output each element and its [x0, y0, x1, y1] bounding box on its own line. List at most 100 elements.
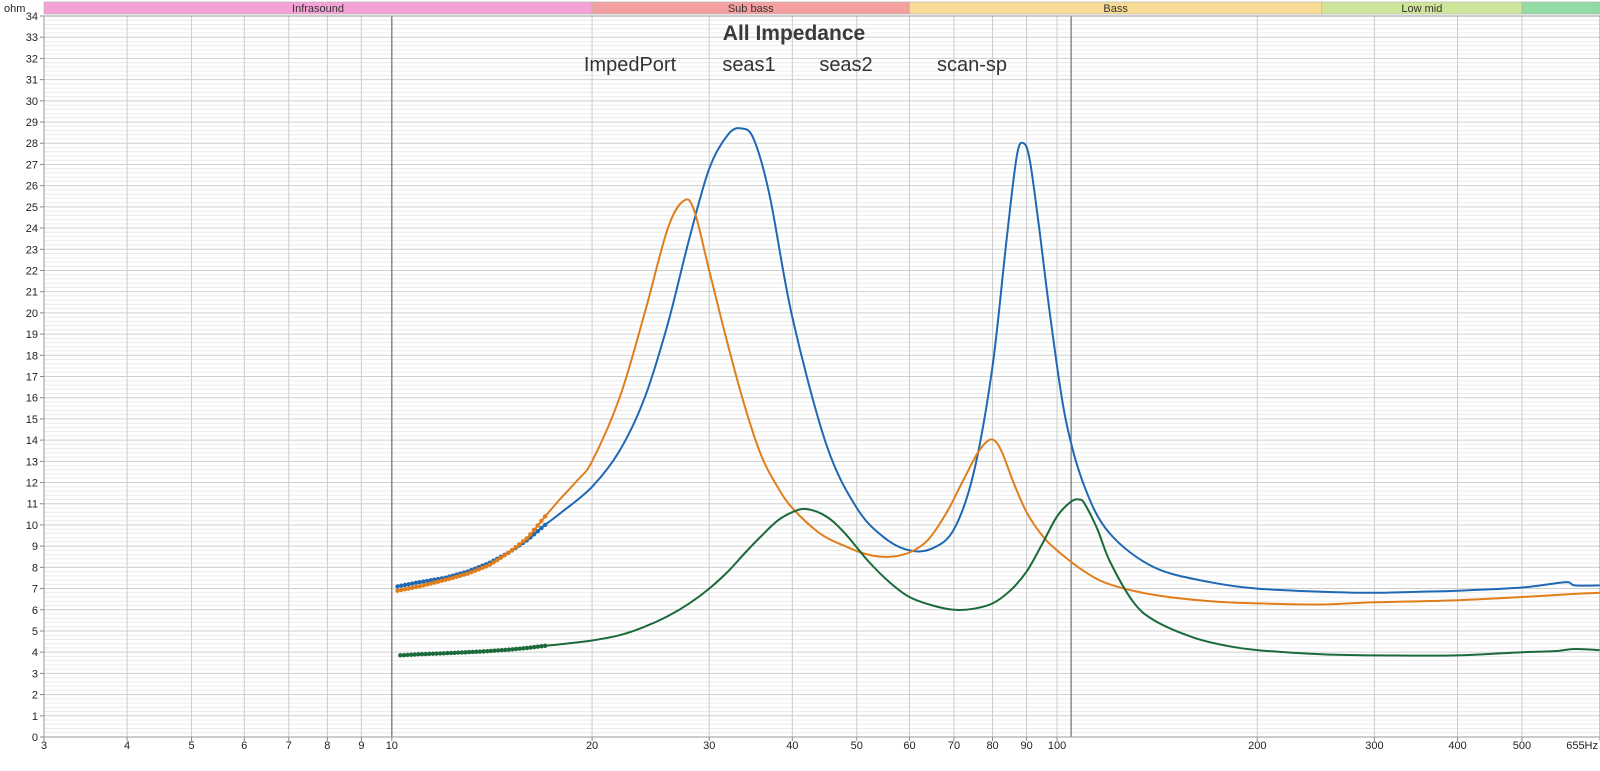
grid-lines: [43, 15, 1600, 738]
y-tick-label: 28: [26, 138, 38, 150]
band-label: Sub bass: [728, 3, 774, 15]
series-2-marker: [432, 580, 437, 585]
series-3-marker: [401, 652, 407, 658]
series-3-marker: [398, 653, 403, 658]
series-3-marker: [488, 648, 494, 654]
series-3-marker: [434, 651, 439, 656]
x-tick-label: 60: [903, 740, 915, 752]
x-tick-label: 400: [1448, 740, 1466, 752]
series-1-marker: [428, 578, 433, 583]
series-3-line: [400, 498, 1600, 657]
y-tick-label: 2: [32, 690, 38, 702]
series-1-marker: [399, 583, 404, 588]
y-tick-label: 26: [26, 181, 38, 193]
series-2-marker: [472, 568, 478, 573]
y-tick-label: 13: [26, 456, 38, 468]
y-tick-label: 20: [26, 308, 38, 320]
x-tick-label: 200: [1248, 740, 1266, 752]
y-tick-label: 34: [26, 11, 38, 23]
series-3-marker: [423, 651, 428, 657]
series-3-marker: [452, 650, 457, 655]
series-2-marker: [424, 582, 430, 587]
y-axis-ticks: 0123456789101112131415161718192021222324…: [26, 11, 44, 744]
series-2-marker: [443, 577, 448, 582]
series-3-marker: [419, 651, 425, 657]
series-3-marker: [477, 649, 483, 654]
x-axis-ticks: 3 4 5 6 7 8 9 10 20 30 40 50 60 70 80 90 100 200 300 400 500…: [41, 737, 1600, 752]
band-label: Low mid: [1401, 3, 1442, 15]
frequency-bands: Infrasound Sub bass Bass Low mid: [43, 1, 1600, 15]
series-2-marker: [542, 514, 548, 519]
series-1-marker: [542, 522, 548, 528]
series-3-marker: [466, 649, 472, 655]
x-tick-label: 50: [851, 740, 863, 752]
series-3-marker: [405, 652, 410, 658]
series-2-marker: [513, 545, 518, 550]
series-2-marker: [439, 578, 445, 583]
x-tick-label: 30: [703, 740, 715, 752]
series-2-marker: [506, 550, 511, 556]
x-tick-label: 500: [1513, 740, 1531, 752]
series-3-marker: [430, 651, 436, 656]
band-label: Infrasound: [292, 3, 344, 15]
series-1-marker: [410, 581, 415, 586]
series-2-marker: [517, 542, 522, 547]
series-2-marker: [498, 555, 504, 560]
series-2-marker: [421, 583, 426, 588]
series-2-marker: [410, 585, 415, 591]
series-1-line: [397, 127, 1600, 594]
series-2-marker: [509, 547, 515, 553]
y-tick-label: 12: [26, 478, 38, 490]
x-tick-label: 90: [1020, 740, 1032, 752]
x-tick-label: 5: [189, 740, 195, 752]
series-2-marker: [524, 536, 529, 541]
series-1-marker: [417, 579, 422, 585]
plot-frame: [43, 15, 1600, 738]
band-band-4: [1521, 1, 1600, 15]
legend-item-impedport: ImpedPort: [584, 54, 677, 76]
y-tick-label: 10: [26, 520, 38, 532]
y-tick-label: 31: [26, 75, 38, 87]
series-1-marker: [406, 582, 411, 587]
series-3-marker: [416, 652, 421, 657]
series-3-marker: [521, 646, 526, 651]
series-2-marker: [487, 562, 492, 567]
y-tick-label: 30: [26, 96, 38, 108]
series-3-marker: [517, 646, 522, 651]
series-2-marker: [539, 518, 544, 524]
series-2-marker: [417, 584, 422, 589]
series-layer: [395, 127, 1600, 658]
y-tick-label: 3: [32, 668, 38, 680]
series-1-marker: [413, 580, 419, 586]
series-3-marker: [456, 650, 461, 655]
y-tick-label: 22: [26, 265, 38, 277]
x-tick-label: 40: [786, 740, 798, 752]
y-tick-label: 19: [26, 329, 38, 341]
x-tick-label: 100: [1048, 740, 1066, 752]
series-3-marker: [412, 652, 418, 657]
x-tick-label: 10: [386, 740, 398, 752]
y-tick-label: 33: [26, 32, 38, 44]
series-1-marker: [424, 578, 430, 584]
series-3-marker: [459, 650, 465, 655]
x-tick-label: 655Hz: [1566, 740, 1598, 752]
series-2-marker: [406, 586, 411, 591]
series-2-marker: [528, 532, 533, 537]
series-2-marker: [520, 539, 526, 544]
y-tick-label: 24: [26, 223, 38, 235]
series-3-marker: [542, 643, 548, 649]
y-tick-label: 16: [26, 393, 38, 405]
cursor-lines: [391, 16, 1072, 737]
series-2-marker: [435, 579, 441, 584]
series-2-marker: [531, 527, 537, 533]
y-tick-label: 21: [26, 287, 38, 299]
series-3-marker: [474, 649, 479, 654]
series-2-marker: [450, 575, 456, 580]
series-2-marker: [491, 560, 496, 565]
series-2-marker: [413, 584, 419, 590]
y-unit-label: ohm: [4, 3, 25, 15]
y-tick-label: 1: [32, 711, 38, 723]
x-tick-label: 80: [986, 740, 998, 752]
series-3-marker: [441, 651, 446, 656]
series-3-marker: [427, 651, 432, 657]
